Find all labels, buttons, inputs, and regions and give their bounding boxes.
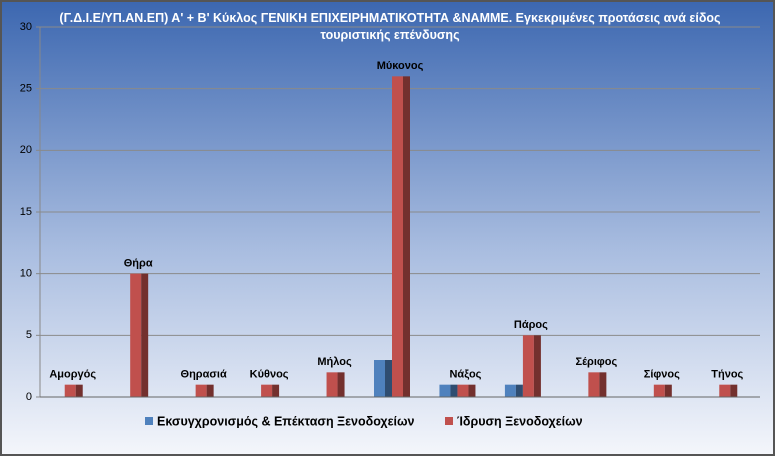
- bar-side: [206, 384, 214, 397]
- legend-label: Εκσυγχρονισμός & Επέκταση Ξενοδοχείων: [157, 414, 415, 428]
- category-label: Τήνος: [711, 369, 743, 381]
- bar: [653, 384, 665, 397]
- category-label: Πάρος: [514, 319, 548, 331]
- bar-side: [450, 384, 458, 397]
- category-label: Σέριφος: [575, 356, 617, 368]
- y-tick-label: 0: [26, 391, 32, 403]
- bar: [719, 384, 731, 397]
- bar: [588, 372, 600, 397]
- bar-side: [75, 384, 83, 397]
- bar-side: [403, 76, 410, 397]
- bar: [374, 360, 385, 397]
- bar: [522, 335, 534, 397]
- y-tick-label: 5: [26, 329, 32, 341]
- legend-swatch: [445, 417, 453, 425]
- bar: [457, 384, 469, 397]
- bar-side: [533, 335, 541, 397]
- bar-side: [468, 384, 476, 397]
- y-tick-label: 30: [20, 21, 32, 33]
- category-label: Θήρα: [124, 258, 153, 270]
- legend-swatch: [145, 417, 153, 425]
- chart-title: (Γ.Δ.Ι.Ε/ΥΠ.ΑΝ.ΕΠ) Α' + Β' Κύκλος ΓΕΝΙΚΗ…: [59, 11, 721, 42]
- bar: [326, 372, 338, 397]
- category-label: Αμοργός: [49, 369, 96, 381]
- bar-side: [599, 372, 607, 397]
- category-label: Νάξος: [449, 369, 481, 381]
- bar-side: [337, 372, 345, 397]
- legend-label: Ίδρυση Ξενοδοχείων: [457, 414, 583, 428]
- bar-side: [141, 273, 149, 397]
- bar: [64, 384, 76, 397]
- bar-side: [664, 384, 672, 397]
- bar-side: [272, 384, 280, 397]
- category-label: Θηρασιά: [181, 369, 227, 381]
- category-label: Κύθνος: [250, 369, 289, 381]
- y-tick-label: 20: [20, 144, 32, 156]
- bar-side: [515, 384, 523, 397]
- bar: [439, 384, 451, 397]
- y-tick-label: 15: [20, 206, 32, 218]
- category-label: Μύκονος: [377, 60, 424, 72]
- bar-side: [385, 360, 392, 397]
- bar-side: [730, 384, 738, 397]
- bar: [195, 384, 207, 397]
- y-tick-label: 10: [20, 268, 32, 280]
- bar: [130, 273, 142, 397]
- category-label: Σίφνος: [644, 369, 680, 381]
- bar: [392, 76, 403, 397]
- y-tick-label: 25: [20, 83, 32, 95]
- category-label: Μήλος: [317, 356, 352, 368]
- bar: [261, 384, 273, 397]
- bar: [504, 384, 516, 397]
